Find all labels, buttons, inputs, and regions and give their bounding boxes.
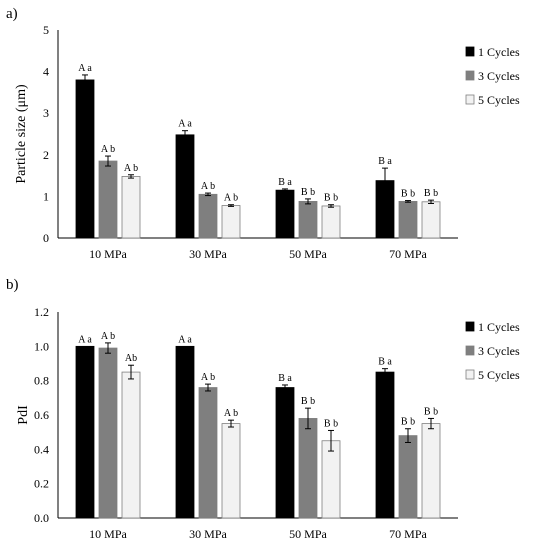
bar [275, 387, 295, 519]
y-tick-label: 1 [43, 189, 49, 203]
bar [421, 201, 441, 239]
significance-label: B a [278, 177, 292, 188]
legend-label: 5 Cycles [478, 93, 520, 107]
legend-swatch [465, 94, 475, 105]
x-category-label: 10 MPa [89, 527, 127, 541]
bar [221, 423, 241, 519]
y-tick-label: 3 [43, 106, 49, 120]
y-tick-label: 0 [43, 231, 49, 245]
significance-label: B a [378, 357, 392, 368]
significance-label: A b [124, 163, 138, 174]
significance-label: B b [301, 396, 315, 407]
significance-label: B a [378, 156, 392, 167]
bar [375, 371, 395, 519]
bar [121, 371, 141, 519]
y-tick-label: 0.0 [34, 511, 49, 525]
significance-label: A b [224, 193, 238, 204]
y-tick-label: 4 [43, 65, 49, 79]
legend-label: 5 Cycles [478, 368, 520, 382]
bar [421, 423, 441, 519]
legend-label: 1 Cycles [478, 320, 520, 334]
bar [321, 440, 341, 519]
significance-label: A b [201, 181, 215, 192]
significance-label: B b [424, 188, 438, 199]
significance-label: B b [401, 417, 415, 428]
significance-label: A b [101, 331, 115, 342]
significance-label: A b [201, 372, 215, 383]
bar [75, 345, 95, 519]
bar [198, 387, 218, 519]
panel-label: a) [6, 6, 18, 22]
legend-swatch [465, 345, 475, 356]
legend-label: 3 Cycles [478, 344, 520, 358]
y-tick-label: 0.2 [34, 477, 49, 491]
x-category-label: 30 MPa [189, 527, 227, 541]
legend-label: 1 Cycles [478, 45, 520, 59]
y-tick-label: 0.8 [34, 374, 49, 388]
x-category-label: 10 MPa [89, 247, 127, 261]
legend-swatch [465, 70, 475, 81]
y-tick-label: 5 [43, 23, 49, 37]
y-tick-label: 0.6 [34, 408, 49, 422]
significance-label: A a [178, 334, 192, 345]
bar [175, 345, 195, 519]
y-axis-label: PdI [16, 405, 31, 425]
bar [398, 435, 418, 519]
legend-label: 3 Cycles [478, 69, 520, 83]
significance-label: A b [101, 144, 115, 155]
significance-label: A a [178, 119, 192, 130]
bar [175, 134, 195, 239]
y-tick-label: 2 [43, 148, 49, 162]
panel-label: b) [6, 277, 19, 293]
y-tick-label: 0.4 [34, 442, 49, 456]
bar [298, 418, 318, 519]
x-category-label: 50 MPa [289, 527, 327, 541]
bar [98, 160, 118, 239]
legend-swatch [465, 46, 475, 57]
legend-swatch [465, 369, 475, 380]
y-axis-label: Particle size (μm) [14, 84, 29, 184]
bar [98, 347, 118, 519]
significance-label: A a [78, 63, 92, 74]
bar [298, 200, 318, 239]
y-tick-label: 1.0 [34, 339, 49, 353]
legend-swatch [465, 321, 475, 332]
significance-label: B a [278, 373, 292, 384]
bar [221, 205, 241, 239]
x-category-label: 50 MPa [289, 247, 327, 261]
x-category-label: 70 MPa [389, 527, 427, 541]
bar [198, 193, 218, 239]
significance-label: A a [78, 334, 92, 345]
bar [398, 200, 418, 239]
bar [121, 176, 141, 239]
significance-label: B b [324, 418, 338, 429]
bar [75, 79, 95, 239]
x-category-label: 70 MPa [389, 247, 427, 261]
bar [321, 205, 341, 239]
significance-label: Ab [125, 353, 137, 364]
significance-label: B b [301, 187, 315, 198]
y-tick-label: 1.2 [34, 305, 49, 319]
x-category-label: 30 MPa [189, 247, 227, 261]
significance-label: B b [424, 406, 438, 417]
significance-label: B b [401, 189, 415, 200]
significance-label: A b [224, 408, 238, 419]
significance-label: B b [324, 193, 338, 204]
bar [275, 189, 295, 239]
